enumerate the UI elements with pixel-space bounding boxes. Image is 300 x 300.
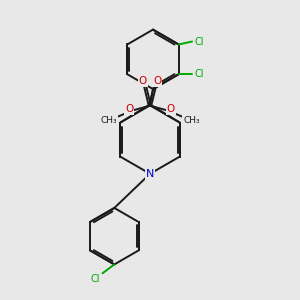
Text: O: O — [139, 76, 147, 86]
Text: N: N — [146, 169, 154, 179]
Text: O: O — [167, 104, 175, 114]
Text: O: O — [153, 76, 161, 86]
Text: CH₃: CH₃ — [183, 116, 200, 124]
Text: Cl: Cl — [90, 274, 100, 284]
Text: Cl: Cl — [195, 69, 204, 79]
Text: CH₃: CH₃ — [101, 116, 118, 124]
Text: O: O — [125, 104, 133, 114]
Text: Cl: Cl — [195, 37, 204, 46]
